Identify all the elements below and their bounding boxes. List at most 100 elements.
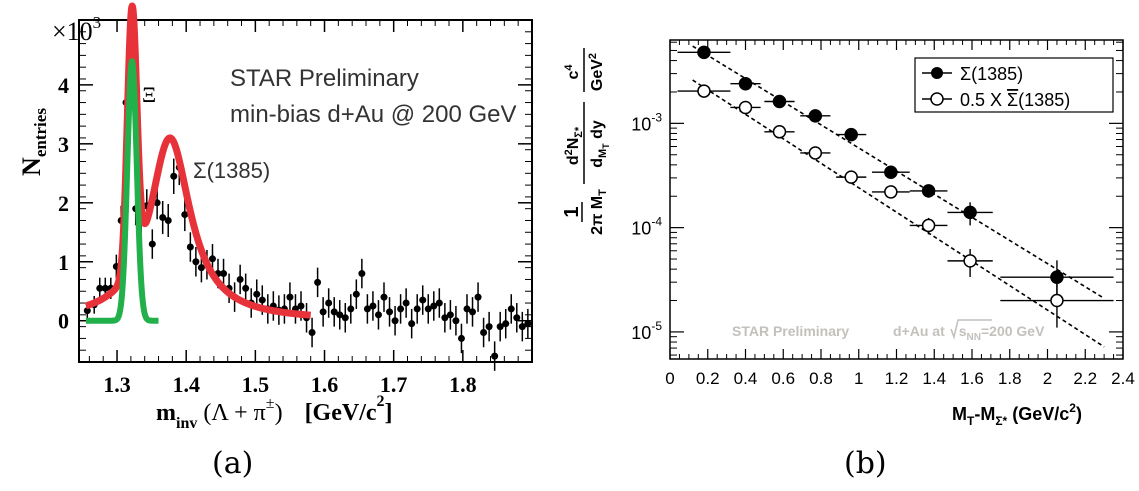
antisigma-data-point	[730, 100, 761, 115]
svg-text:GeV2: GeV2	[587, 53, 606, 91]
data-point	[413, 294, 421, 324]
sigma-data-point	[836, 127, 867, 142]
data-point	[513, 303, 521, 333]
panel-b-chart: 0 0.2 0.4 0.6 0.8 1 1.2 1.4 1.6 1.8 2 2.2 2.4 10-310…	[561, 39, 1135, 428]
svg-text:Nentries: Nentries	[17, 108, 50, 176]
data-point	[236, 264, 244, 295]
x-axis-label: minv (Λ + π±) [GeV/c2]	[156, 393, 393, 432]
x-tick-label-b: 1.8	[998, 369, 1022, 388]
data-point	[358, 258, 366, 289]
data-point	[186, 232, 194, 262]
sigma-data-point	[677, 45, 731, 60]
xi-peak-label: Ξ	[142, 82, 156, 107]
star-preliminary-annotation-b: STAR Preliminary	[732, 323, 849, 339]
data-point	[491, 341, 499, 371]
y-axis-label-b: 1 2π MT d2NΣ* dMT dy c4 GeV2	[561, 48, 611, 235]
x-tick-label-b: 0.4	[734, 369, 758, 388]
data-point	[480, 317, 488, 348]
y-axis-label: Nentries	[17, 108, 50, 176]
y-tick-label: 3	[58, 132, 69, 157]
antisigma-data-point	[871, 185, 910, 199]
data-point	[269, 291, 277, 321]
xi-fit-curve	[83, 58, 162, 324]
sigma-data-point	[800, 109, 831, 123]
antisigma-data-point	[677, 84, 731, 98]
legend-entry-sigma: Σ(1385)	[960, 64, 1023, 84]
sigma-peak-label: Σ(1385)	[193, 158, 270, 183]
data-point	[181, 198, 189, 232]
data-point	[96, 277, 104, 299]
y-tick-label: 2	[58, 191, 69, 216]
antisigma-data-point	[1000, 283, 1114, 328]
x-tick-label-b: 2.4	[1111, 369, 1135, 388]
data-point	[319, 297, 327, 327]
antisigma-data-point	[764, 125, 795, 139]
data-point	[386, 297, 394, 327]
x-tick-label-b: 1.4	[922, 369, 946, 388]
sigma-data-point	[764, 94, 795, 109]
data-point	[452, 305, 460, 336]
x-tick-label: 1.3	[103, 372, 131, 397]
data-point	[502, 308, 510, 339]
svg-text:d2NΣ*: d2NΣ*	[563, 126, 585, 165]
x-tick-label-b: 1	[854, 369, 863, 388]
data-point	[518, 311, 526, 342]
data-point	[242, 273, 250, 304]
data-point	[325, 288, 333, 318]
antisigma-data-point	[800, 146, 831, 160]
data-point	[441, 303, 449, 333]
x-tick-label-b: 1.6	[960, 369, 984, 388]
data-point	[336, 300, 344, 330]
antisigma-data-point	[909, 217, 948, 235]
data-point	[363, 294, 371, 324]
x-tick-label-b: 0	[665, 369, 674, 388]
exponential-fit-line	[692, 79, 1105, 348]
x-tick-label-b: 2	[1043, 369, 1052, 388]
data-point	[286, 282, 294, 312]
data-point	[402, 288, 410, 318]
sigma-data-point	[909, 184, 948, 198]
x-tick-label: 1.6	[311, 372, 339, 397]
sqrt-symbol	[950, 319, 992, 340]
data-point	[164, 203, 172, 237]
legend: Σ(1385) 0.5 X Σ(1385)	[914, 57, 1114, 113]
data-point	[380, 282, 388, 312]
data-point	[446, 300, 454, 330]
data-point	[369, 291, 377, 321]
data-point	[352, 279, 360, 309]
panel-label-b: (b)	[844, 446, 887, 481]
sigma-data-point	[730, 76, 761, 91]
data-point	[148, 229, 156, 259]
svg-text:2π MT: 2π MT	[589, 189, 609, 235]
star-preliminary-annotation: STAR Preliminary	[230, 65, 419, 92]
data-point	[430, 291, 438, 321]
data-point	[408, 308, 416, 339]
x-tick-label: 1.8	[449, 372, 477, 397]
x-axis-label-b: MT-MΣ* (GeV/c2)	[952, 401, 1082, 428]
legend-box	[914, 57, 1114, 113]
data-point	[314, 267, 322, 298]
data-point	[474, 282, 482, 312]
x-tick-label: 1.7	[380, 372, 408, 397]
data-point	[435, 288, 443, 318]
data-point	[391, 305, 399, 336]
panel-a-chart: 1.3 1.4 1.5 1.6 1.7 1.8 0 1 2 3 4 STAR Preliminar…	[17, 2, 533, 432]
panel-a-frame	[78, 19, 533, 363]
data-point	[397, 294, 405, 324]
x-tick-label-b: 0.2	[696, 369, 720, 388]
svg-text:dMT dy: dMT dy	[589, 120, 611, 168]
y-multiplier: ×103	[52, 13, 101, 46]
svg-text:c4: c4	[563, 64, 582, 80]
x-tick-label-b: 2.2	[1073, 369, 1097, 388]
data-point	[347, 294, 355, 324]
data-point	[457, 323, 465, 354]
y-tick-label: 1	[58, 250, 69, 275]
antisigma-data-point	[836, 170, 867, 184]
legend-marker-open	[930, 92, 944, 106]
y-tick-label-b: 10-3	[631, 110, 662, 134]
x-tick-label: 1.4	[172, 372, 200, 397]
data-point	[496, 311, 504, 342]
data-point	[159, 201, 167, 235]
y-tick-label: 4	[58, 73, 69, 98]
